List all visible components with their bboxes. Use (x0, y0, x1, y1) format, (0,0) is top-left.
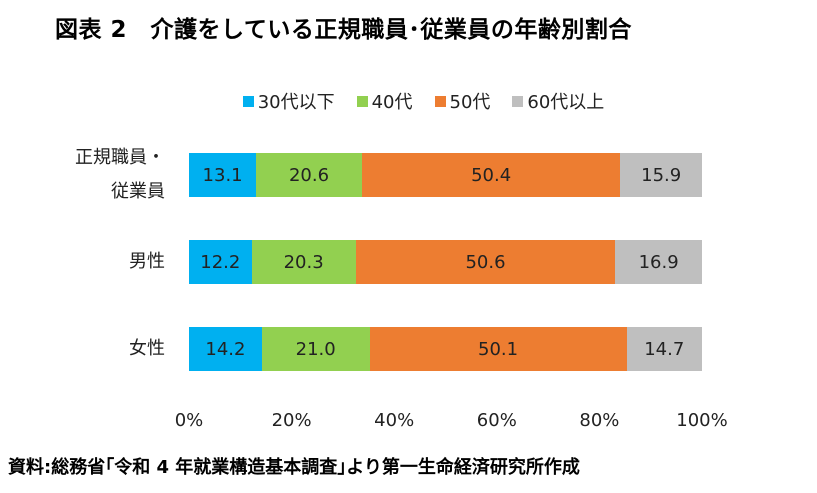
legend-swatch (434, 95, 446, 107)
data-label: 50.1 (478, 338, 519, 360)
data-label: 50.4 (471, 164, 512, 186)
legend-item: 50代 (434, 88, 491, 114)
bar-segment: 50.6 (355, 240, 616, 284)
bar-segment: 12.2 (189, 240, 252, 284)
legend-item: 30代以下 (242, 88, 335, 114)
legend: 30代以下 40代 50代 60代以上 (0, 88, 817, 114)
x-tick-label: 100% (676, 410, 728, 431)
legend-item: 60代以上 (512, 88, 604, 114)
legend-label: 60代以上 (527, 92, 605, 113)
bar-segment: 14.2 (189, 327, 262, 371)
chart-title: 図表 2 介護をしている正規職員･従業員の年齢別割合 (55, 17, 632, 43)
source-note: 資料:総務省｢令和 4 年就業構造基本調査｣より第一生命経済研究所作成 (8, 457, 580, 478)
bar-segment: 14.7 (626, 327, 702, 371)
bar-segment: 50.1 (369, 327, 627, 371)
data-label: 13.1 (202, 164, 243, 186)
category-label: 男性 (129, 251, 165, 272)
x-tick-label: 60% (476, 410, 517, 431)
bar-segment: 20.3 (251, 240, 356, 284)
x-tick-label: 20% (271, 410, 312, 431)
legend-swatch (512, 95, 524, 107)
legend-item: 40代 (356, 88, 413, 114)
legend-swatch (356, 95, 368, 107)
data-label: 20.3 (283, 251, 324, 273)
category-label: 女性 (129, 338, 165, 359)
category-label: 正規職員・ 従業員 (75, 147, 165, 202)
data-label: 14.2 (205, 338, 246, 360)
bar-segment: 20.6 (256, 153, 362, 197)
legend-swatch (242, 95, 254, 107)
data-label: 50.6 (465, 251, 506, 273)
bar-segment: 13.1 (189, 153, 257, 197)
data-label: 14.7 (644, 338, 685, 360)
legend-label: 50代 (449, 92, 491, 113)
bar-segment: 50.4 (361, 153, 621, 197)
legend-label: 40代 (371, 92, 413, 113)
x-tick-label: 40% (374, 410, 415, 431)
data-label: 12.2 (200, 251, 241, 273)
bar-segment: 21.0 (261, 327, 370, 371)
x-tick-label: 0% (174, 410, 204, 431)
bar-segment: 15.9 (620, 153, 702, 197)
x-tick-label: 80% (579, 410, 620, 431)
data-label: 16.9 (638, 251, 679, 273)
data-label: 21.0 (295, 338, 336, 360)
bar-segment: 16.9 (615, 240, 702, 284)
data-label: 20.6 (288, 164, 330, 186)
legend-label: 30代以下 (257, 92, 335, 113)
data-label: 15.9 (641, 164, 682, 186)
